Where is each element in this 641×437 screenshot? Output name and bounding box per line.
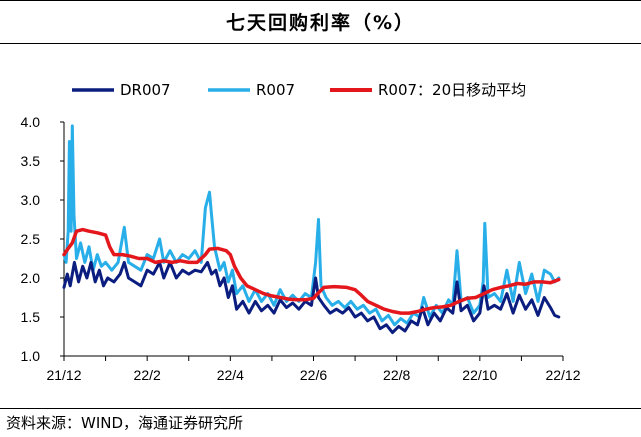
source-note: 资料来源：WIND，海通证券研究所: [0, 408, 641, 437]
x-axis: 21/12 22/2 22/4 22/6 22/8 22/10 22/12: [46, 355, 581, 383]
x-tick-label: 22/6: [300, 367, 327, 383]
series-line-dr007: [62, 260, 561, 335]
x-tick-label: 22/12: [545, 367, 580, 383]
series-line-r007: [62, 124, 561, 327]
y-axis: 1.0 1.5 2.0 2.5 3.0 3.5 4.0: [21, 114, 65, 364]
legend-label: R007：20日移动平均: [378, 81, 526, 99]
y-tick-label: 3.5: [21, 153, 41, 169]
x-tick-label: 22/2: [134, 367, 161, 383]
y-tick-label: 3.0: [21, 192, 41, 208]
legend: DR007 R007 R007：20日移动平均: [72, 81, 526, 99]
y-tick-label: 2.0: [21, 270, 41, 286]
x-tick-label: 22/10: [462, 367, 497, 383]
legend-label: DR007: [120, 81, 171, 99]
series-line-r007-ma20: [62, 227, 561, 315]
y-tick-label: 1.5: [21, 309, 41, 325]
x-tick-label: 22/4: [217, 367, 244, 383]
y-tick-label: 4.0: [21, 114, 41, 130]
chart-title: 七天回购利率（%）: [0, 0, 641, 44]
x-tick-label: 21/12: [46, 367, 81, 383]
legend-label: R007: [256, 81, 295, 99]
line-chart: DR007 R007 R007：20日移动平均 1.0 1.5 2.0 2.5 3.0 3.5…: [21, 81, 581, 383]
series-layer: [62, 124, 561, 335]
y-tick-label: 2.5: [21, 231, 41, 247]
x-tick-label: 22/8: [383, 367, 410, 383]
y-tick-label: 1.0: [21, 348, 41, 364]
